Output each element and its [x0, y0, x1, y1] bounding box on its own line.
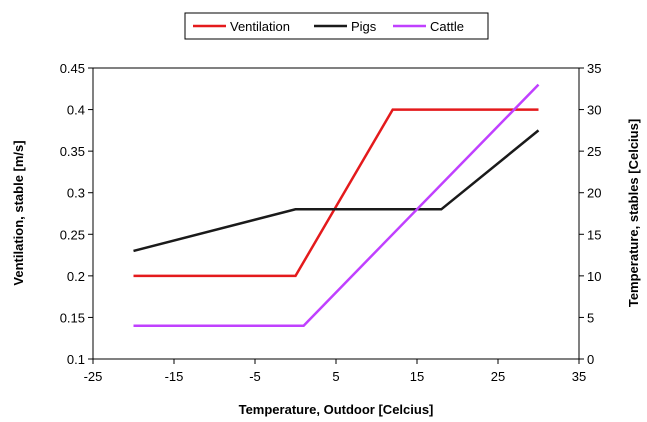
- y-axis-title: Ventilation, stable [m/s]: [11, 140, 26, 285]
- series-line-pigs: [133, 129, 540, 253]
- x-tick-label: 35: [572, 369, 586, 384]
- x-tick-label: 25: [491, 369, 505, 384]
- x-tick-label: 15: [410, 369, 424, 384]
- y-tick-label: 0.35: [60, 144, 85, 159]
- x-tick-label: -25: [84, 369, 103, 384]
- y-tick-label: 0.4: [67, 103, 85, 118]
- y2-tick-label: 0: [587, 352, 594, 367]
- series-line-cattle: [133, 83, 540, 327]
- x-tick-label: -15: [165, 369, 184, 384]
- legend-label-pigs: Pigs: [351, 19, 377, 34]
- y-tick-label: 0.2: [67, 269, 85, 284]
- y2-tick-label: 20: [587, 186, 601, 201]
- y-tick-label: 0.25: [60, 227, 85, 242]
- y2-tick-label: 35: [587, 61, 601, 76]
- y2-tick-label: 25: [587, 144, 601, 159]
- y2-tick-label: 15: [587, 227, 601, 242]
- y2-tick-label: 30: [587, 103, 601, 118]
- x-axis-title: Temperature, Outdoor [Celcius]: [239, 402, 434, 417]
- plot-area: [92, 67, 580, 360]
- x-tick-label: -5: [249, 369, 261, 384]
- legend-label-cattle: Cattle: [430, 19, 464, 34]
- y-tick-label: 0.45: [60, 61, 85, 76]
- ticks-layer: -25 -15 -5 5 15 25 35 0.1 0.15 0.2 0.25 0.3 0.35 0.4 0…: [60, 61, 602, 384]
- series-layer: [133, 83, 540, 327]
- y-tick-label: 0.1: [67, 352, 85, 367]
- series-line-ventilation: [133, 108, 539, 278]
- y2-axis-title: Temperature, stables [Celcius]: [626, 119, 641, 307]
- x-tick-label: 5: [332, 369, 339, 384]
- legend-label-ventilation: Ventilation: [230, 19, 290, 34]
- y2-tick-label: 10: [587, 269, 601, 284]
- y-tick-label: 0.3: [67, 186, 85, 201]
- y2-tick-label: 5: [587, 310, 594, 325]
- y-tick-label: 0.15: [60, 310, 85, 325]
- legend: Ventilation Pigs Cattle: [184, 12, 489, 40]
